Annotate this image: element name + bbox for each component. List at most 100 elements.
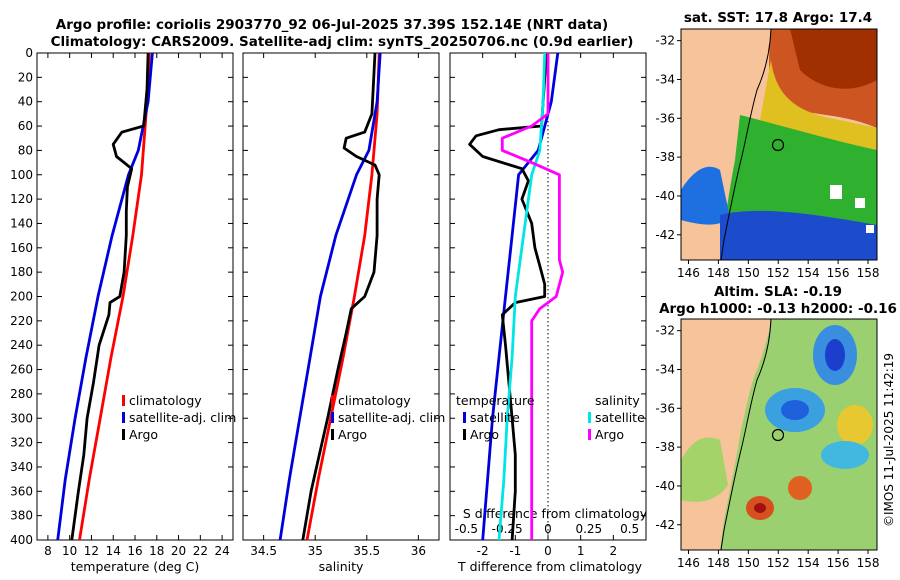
sst-lat-tick-label: -32 [655, 34, 675, 48]
sst-lat-tick-label: -40 [655, 189, 675, 203]
sst-lon-tick-label: 146 [677, 266, 700, 280]
depth-tick-label: 380 [10, 509, 33, 523]
sst-lon-tick-label: 154 [797, 266, 820, 280]
temperature-x-tick-label: 12 [84, 544, 99, 558]
sst-lat-tick-label: -42 [655, 228, 675, 242]
sdiff-tick-label: -0.25 [492, 522, 523, 536]
salinity-x-tick-label: 34.5 [250, 544, 277, 558]
temperature-legend-2-swatch [122, 429, 125, 440]
depth-tick-label: 0 [25, 46, 33, 60]
sst-map-frame [680, 28, 878, 261]
tdiff-legend-argo-label: Argo [470, 427, 499, 442]
tdiff-legend-sat-swatch [463, 412, 466, 423]
sla-lon-ticks: 146 148 150 152 154 156 158 [677, 550, 879, 570]
sdiff-satellite-line [497, 52, 547, 541]
sdiff-legend-title: salinity [595, 393, 640, 408]
depth-tick-label: 120 [10, 192, 33, 206]
tdiff-legend-title: temperature [456, 393, 535, 408]
temperature-x-tick-label: 22 [193, 544, 208, 558]
sst-lon-tick-label: 152 [767, 266, 790, 280]
tdiff-x-tick-label: -1 [509, 544, 521, 558]
sla-lat-tick-label: -32 [655, 324, 675, 338]
temperature-x-tick-label: 8 [44, 544, 52, 558]
temperature-x-tick-label: 10 [62, 544, 77, 558]
sla-lat-tick-label: -34 [655, 362, 675, 376]
sst-argo-position-marker [771, 138, 785, 152]
tdiff-satellite-line [481, 52, 560, 541]
sla-high-eddy-east [837, 405, 873, 445]
depth-tick-label: 280 [10, 387, 33, 401]
sla-bass-strait [681, 437, 728, 502]
sla-lat-ticks: -32 -34 -36 -38 -40 -42 [655, 324, 681, 532]
depth-tick-label: 340 [10, 460, 33, 474]
depth-tick-label: 260 [10, 363, 33, 377]
depth-tick-label: 240 [10, 338, 33, 352]
salinity-xlabel: salinity [319, 559, 364, 574]
temperature-argo-line [70, 52, 150, 541]
sla-map [680, 318, 878, 551]
sst-lon-tick-label: 156 [827, 266, 850, 280]
temperature-legend-1-swatch [122, 412, 125, 423]
sst-lon-tick-label: 150 [737, 266, 760, 280]
sla-lon-tick-label: 150 [737, 556, 760, 570]
sla-map-title2: Argo h1000: -0.13 h2000: -0.16 [659, 301, 897, 317]
salinity-legend-1-swatch [331, 412, 334, 423]
depth-tick-label: 200 [10, 290, 33, 304]
sst-hot-core [790, 29, 877, 89]
depth-tick-label: 60 [18, 119, 33, 133]
sla-lat-tick-label: -38 [655, 440, 675, 454]
depth-tick-label: 20 [18, 70, 33, 84]
sst-lon-ticks: 146 148 150 152 154 156 158 [677, 260, 879, 280]
sst-cloud-mask-2 [855, 198, 865, 208]
tdiff-x-tick-label: 1 [577, 544, 585, 558]
temperature-legend-0-label: climatology [129, 393, 202, 408]
temperature-x-tick-label: 16 [127, 544, 142, 558]
sla-low-eddy-center-core [781, 400, 809, 420]
sla-lon-tick-label: 154 [797, 556, 820, 570]
sdiff-legend-argo-label: Argo [595, 427, 624, 442]
sst-lon-tick-label: 148 [707, 266, 730, 280]
sla-lat-tick-label: -40 [655, 479, 675, 493]
sst-lat-tick-label: -38 [655, 150, 675, 164]
temperature-xlabel: temperature (deg C) [71, 559, 200, 574]
salinity-legend-0-swatch [331, 395, 334, 406]
temperature-panel: 0 20 40 60 80 100 120 140 160 180 200 220 240 260 280 3… [10, 46, 236, 574]
sla-argo-position-marker [771, 428, 785, 442]
sla-low-eddy-north-core [825, 339, 845, 371]
temperature-x-tick-label: 24 [214, 544, 229, 558]
sdiff-legend-sat-swatch [588, 412, 591, 423]
depth-tick-label: 360 [10, 484, 33, 498]
copyright-stamp: ©IMOS 11-Jul-2025 11:42:19 [882, 353, 896, 527]
sla-lat-tick-label: -36 [655, 401, 675, 415]
temperature-x-tick-label: 14 [106, 544, 121, 558]
tdiff-x-tick-label: 0 [544, 544, 552, 558]
salinity-argo-line [301, 52, 381, 541]
sdiff-tick-label: -0.5 [455, 522, 478, 536]
depth-tick-label: 180 [10, 265, 33, 279]
salinity-legend-1-label: satellite-adj. clim [338, 410, 445, 425]
sdiff-tick-label: 0.25 [575, 522, 602, 536]
sdiff-tick-label: 0.5 [620, 522, 639, 536]
salinity-x-tick-label: 36 [411, 544, 426, 558]
sla-coastline [720, 318, 772, 551]
depth-tick-label: 220 [10, 314, 33, 328]
sdiff-argo-line [500, 53, 565, 540]
salinity-satellite-line [278, 52, 382, 541]
salinity-climatology-line [305, 52, 381, 541]
tdiff-xlabel: T difference from climatology [457, 559, 643, 574]
sla-lat-tick-label: -42 [655, 518, 675, 532]
sst-lon-tick-label: 158 [857, 266, 880, 280]
depth-tick-label: 140 [10, 216, 33, 230]
salinity-x-tick-label: 35.5 [353, 544, 380, 558]
figure-title-line1: Argo profile: coriolis 2903770_92 06-Jul… [56, 17, 608, 33]
sst-lat-tick-label: -34 [655, 72, 675, 86]
depth-tick-label: 40 [18, 95, 33, 109]
sdiff-xlabel: S difference from climatology [463, 506, 648, 521]
plot-frame-1 [242, 52, 440, 541]
sst-yellow-band [760, 60, 877, 150]
temperature-satellite-line [56, 52, 154, 541]
sla-lon-tick-label: 148 [707, 556, 730, 570]
depth-tick-label: 160 [10, 241, 33, 255]
